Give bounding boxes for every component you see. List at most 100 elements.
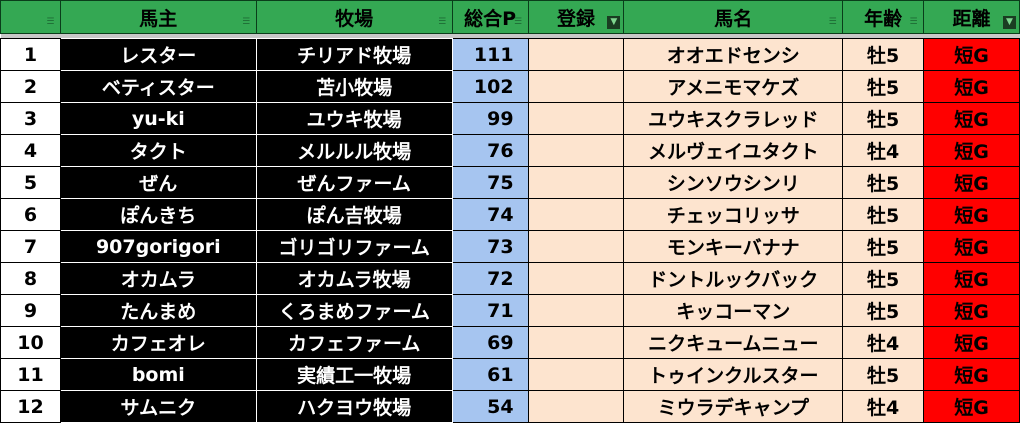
cell-row-number[interactable]: 7 — [0, 230, 61, 263]
filter-dropdown-icon[interactable]: ☰ — [909, 17, 918, 27]
cell-distance[interactable]: 短G — [923, 262, 1020, 295]
cell-distance[interactable]: 短G — [923, 358, 1020, 391]
cell-row-number[interactable]: 9 — [0, 294, 61, 327]
filter-dropdown-icon[interactable]: ☰ — [242, 17, 251, 27]
filter-dropdown-icon[interactable]: ☰ — [828, 17, 837, 27]
cell-total-points[interactable]: 73 — [451, 230, 529, 263]
cell-row-number[interactable]: 4 — [0, 134, 61, 167]
filter-dropdown-icon[interactable]: ☰ — [46, 17, 55, 27]
filter-active-icon[interactable]: ▼ — [607, 16, 621, 29]
cell-distance[interactable]: 短G — [923, 198, 1020, 231]
cell-age[interactable]: 牡4 — [842, 390, 925, 423]
cell-total-points[interactable]: 74 — [451, 198, 529, 231]
cell-farm[interactable]: ぽん吉牧場 — [255, 198, 453, 231]
cell-horse-name[interactable]: アメニモマケズ — [623, 70, 844, 103]
cell-registration[interactable] — [527, 38, 625, 71]
cell-registration[interactable] — [527, 262, 625, 295]
cell-farm[interactable]: オカムラ牧場 — [255, 262, 453, 295]
cell-total-points[interactable]: 76 — [451, 134, 529, 167]
cell-farm[interactable]: メルルル牧場 — [255, 134, 453, 167]
cell-owner[interactable]: bomi — [59, 358, 257, 391]
cell-distance[interactable]: 短G — [923, 294, 1020, 327]
cell-registration[interactable] — [527, 230, 625, 263]
cell-farm[interactable]: くろまめファーム — [255, 294, 453, 327]
cell-horse-name[interactable]: オオエドセンシ — [623, 38, 844, 71]
cell-age[interactable]: 牡5 — [842, 294, 925, 327]
cell-row-number[interactable]: 10 — [0, 326, 61, 359]
cell-horse-name[interactable]: トゥインクルスター — [623, 358, 844, 391]
cell-farm[interactable]: ぜんファーム — [255, 166, 453, 199]
cell-registration[interactable] — [527, 134, 625, 167]
cell-distance[interactable]: 短G — [923, 166, 1020, 199]
cell-registration[interactable] — [527, 390, 625, 423]
cell-row-number[interactable]: 11 — [0, 358, 61, 391]
cell-owner[interactable]: オカムラ — [59, 262, 257, 295]
cell-farm[interactable]: ゴリゴリファーム — [255, 230, 453, 263]
cell-distance[interactable]: 短G — [923, 326, 1020, 359]
cell-row-number[interactable]: 1 — [0, 38, 61, 71]
cell-total-points[interactable]: 61 — [451, 358, 529, 391]
cell-owner[interactable]: yu-ki — [59, 102, 257, 135]
cell-owner[interactable]: カフェオレ — [59, 326, 257, 359]
cell-age[interactable]: 牡5 — [842, 230, 925, 263]
cell-owner[interactable]: サムニク — [59, 390, 257, 423]
cell-horse-name[interactable]: ミウラデキャンプ — [623, 390, 844, 423]
cell-total-points[interactable]: 54 — [451, 390, 529, 423]
cell-owner[interactable]: タクト — [59, 134, 257, 167]
cell-age[interactable]: 牡5 — [842, 262, 925, 295]
cell-row-number[interactable]: 5 — [0, 166, 61, 199]
cell-owner[interactable]: ぽんきち — [59, 198, 257, 231]
cell-registration[interactable] — [527, 326, 625, 359]
cell-row-number[interactable]: 3 — [0, 102, 61, 135]
cell-horse-name[interactable]: メルヴェイユタクト — [623, 134, 844, 167]
cell-horse-name[interactable]: モンキーバナナ — [623, 230, 844, 263]
cell-farm[interactable]: ユウキ牧場 — [255, 102, 453, 135]
cell-horse-name[interactable]: キッコーマン — [623, 294, 844, 327]
cell-owner[interactable]: 907gorigori — [59, 230, 257, 263]
cell-age[interactable]: 牡5 — [842, 166, 925, 199]
cell-horse-name[interactable]: ユウキスクラレッド — [623, 102, 844, 135]
cell-farm[interactable]: 実績工一牧場 — [255, 358, 453, 391]
cell-distance[interactable]: 短G — [923, 70, 1020, 103]
cell-distance[interactable]: 短G — [923, 230, 1020, 263]
cell-horse-name[interactable]: ニクキュームニュー — [623, 326, 844, 359]
cell-owner[interactable]: たんまめ — [59, 294, 257, 327]
cell-total-points[interactable]: 111 — [451, 38, 529, 71]
cell-row-number[interactable]: 8 — [0, 262, 61, 295]
cell-distance[interactable]: 短G — [923, 390, 1020, 423]
cell-owner[interactable]: ベティスター — [59, 70, 257, 103]
filter-active-icon[interactable]: ▼ — [1003, 16, 1016, 29]
cell-distance[interactable]: 短G — [923, 102, 1020, 135]
cell-farm[interactable]: チリアド牧場 — [255, 38, 453, 71]
cell-registration[interactable] — [527, 102, 625, 135]
cell-total-points[interactable]: 71 — [451, 294, 529, 327]
cell-age[interactable]: 牡5 — [842, 70, 925, 103]
cell-owner[interactable]: ぜん — [59, 166, 257, 199]
cell-total-points[interactable]: 99 — [451, 102, 529, 135]
cell-farm[interactable]: 苫小牧場 — [255, 70, 453, 103]
cell-total-points[interactable]: 75 — [451, 166, 529, 199]
cell-age[interactable]: 牡4 — [842, 134, 925, 167]
cell-row-number[interactable]: 2 — [0, 70, 61, 103]
cell-horse-name[interactable]: シンソウシンリ — [623, 166, 844, 199]
cell-total-points[interactable]: 72 — [451, 262, 529, 295]
cell-age[interactable]: 牡5 — [842, 358, 925, 391]
cell-age[interactable]: 牡5 — [842, 198, 925, 231]
cell-horse-name[interactable]: ドントルックバック — [623, 262, 844, 295]
cell-registration[interactable] — [527, 198, 625, 231]
cell-age[interactable]: 牡4 — [842, 326, 925, 359]
cell-distance[interactable]: 短G — [923, 38, 1020, 71]
cell-owner[interactable]: レスター — [59, 38, 257, 71]
cell-horse-name[interactable]: チェッコリッサ — [623, 198, 844, 231]
cell-row-number[interactable]: 6 — [0, 198, 61, 231]
cell-total-points[interactable]: 69 — [451, 326, 529, 359]
cell-farm[interactable]: カフェファーム — [255, 326, 453, 359]
cell-age[interactable]: 牡5 — [842, 102, 925, 135]
filter-dropdown-icon[interactable]: ☰ — [438, 17, 447, 27]
cell-registration[interactable] — [527, 70, 625, 103]
cell-row-number[interactable]: 12 — [0, 390, 61, 423]
cell-registration[interactable] — [527, 358, 625, 391]
cell-registration[interactable] — [527, 294, 625, 327]
cell-distance[interactable]: 短G — [923, 134, 1020, 167]
filter-dropdown-icon[interactable]: ☰ — [514, 17, 523, 27]
